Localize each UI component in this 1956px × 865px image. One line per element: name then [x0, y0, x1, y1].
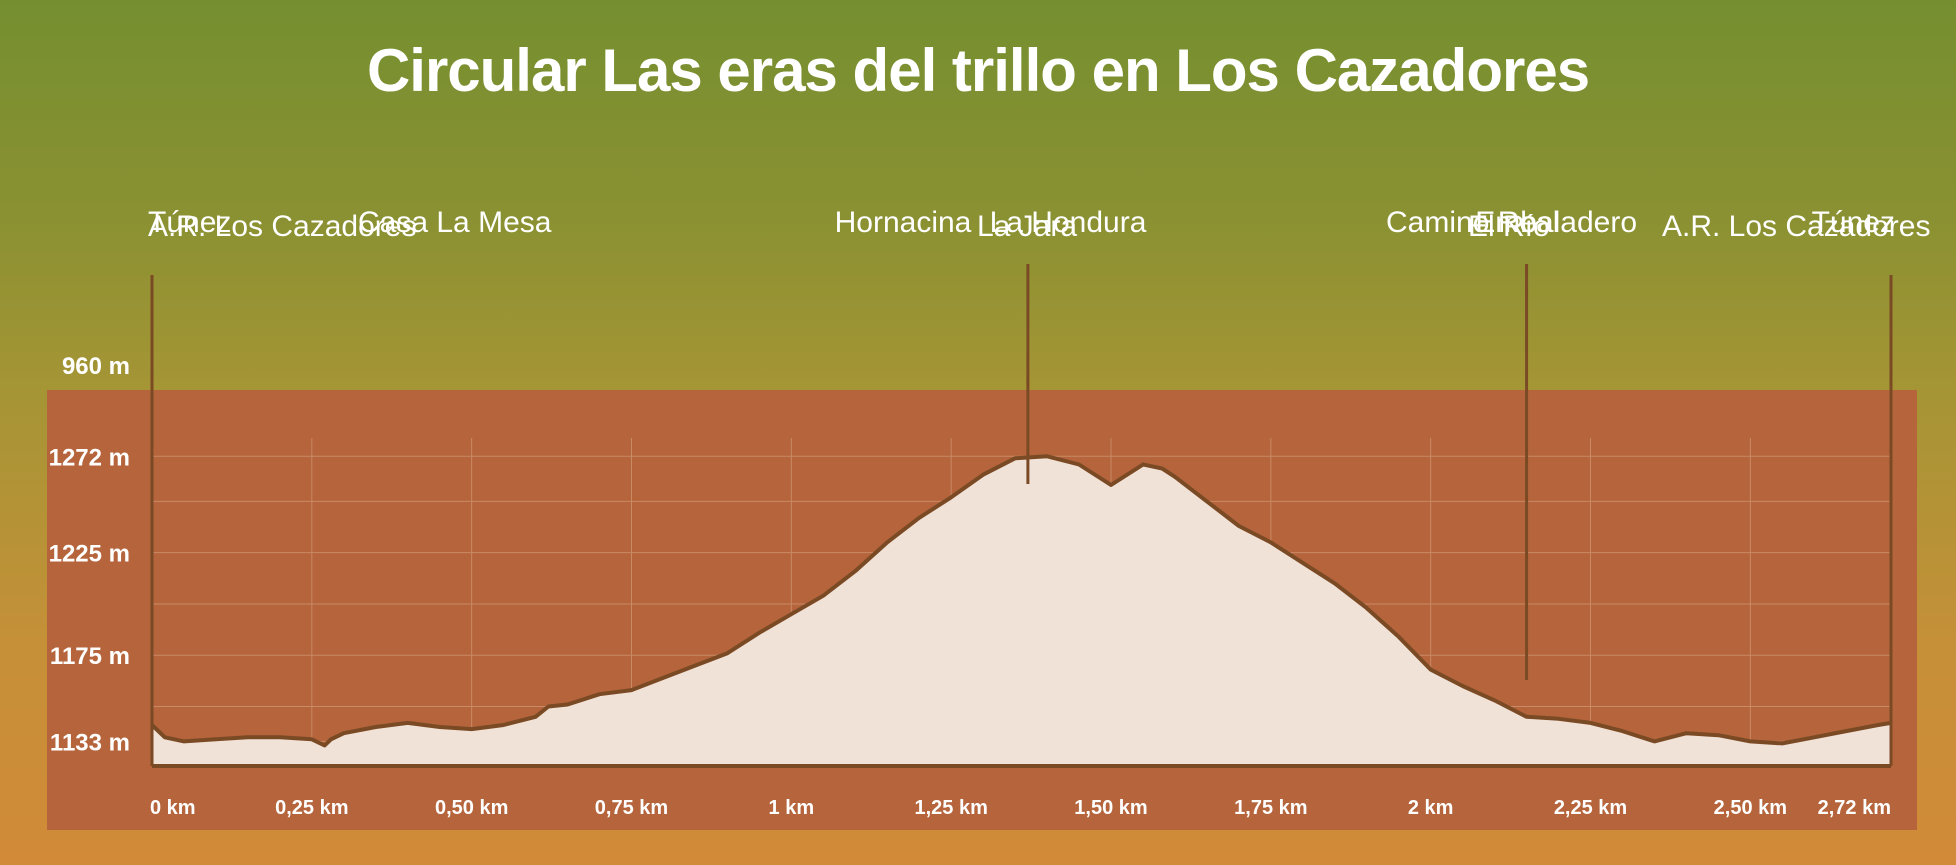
x-tick-label: 0,75 km: [595, 797, 668, 819]
y-axis-ticks: 960 m 1272 m 1225 m 1175 m 1133 m: [49, 353, 130, 756]
x-tick-label: 1,50 km: [1074, 797, 1147, 819]
waypoint-label: Embaladero: [1475, 206, 1637, 239]
waypoint-label: Camino Real: [1386, 206, 1559, 239]
elevation-line: [150, 454, 1892, 748]
x-tick-label: 0,25 km: [275, 797, 348, 819]
elevation-fill: [152, 456, 1891, 766]
x-tick-label: 2,50 km: [1714, 797, 1787, 819]
waypoint-label: Túnez: [1812, 206, 1895, 239]
waypoint-label: Hornacina: [835, 206, 972, 239]
x-tick-label: 1,75 km: [1234, 797, 1307, 819]
x-tick-label: 2,72 km: [1818, 797, 1891, 819]
waypoint-lines: [150, 264, 1893, 766]
x-tick-label: 0 km: [150, 797, 196, 819]
x-tick-label: 1 km: [769, 797, 815, 819]
x-tick-label: 2,25 km: [1554, 797, 1627, 819]
waypoint-label: Casa La Mesa: [358, 206, 552, 239]
x-axis-ticks: 0 km 0,25 km 0,50 km 0,75 km 1 km 1,25 km 1,50…: [150, 797, 1891, 819]
waypoint-label: El Río: [1468, 210, 1550, 243]
x-tick-label: 2 km: [1408, 797, 1454, 819]
x-tick-label: 0,50 km: [435, 797, 508, 819]
waypoint-label: A.R. Los Cazadores: [148, 210, 416, 243]
waypoint-label: Túnez: [148, 206, 231, 239]
y-tick-label: 960 m: [62, 353, 130, 380]
y-tick-label: 1175 m: [50, 643, 130, 670]
waypoint-label: La Hondura: [990, 206, 1147, 239]
chart-title: Circular Las eras del trillo en Los Caza…: [366, 37, 1590, 104]
y-tick-label: 1272 m: [49, 444, 130, 471]
elevation-area: [150, 454, 1892, 768]
x-tick-label: 1,25 km: [914, 797, 987, 819]
waypoint-label: La Jara: [977, 210, 1077, 243]
y-tick-label: 1225 m: [49, 541, 130, 568]
waypoint-label: A.R. Los Cazadores: [1662, 210, 1930, 243]
y-tick-label: 1133 m: [50, 729, 130, 756]
